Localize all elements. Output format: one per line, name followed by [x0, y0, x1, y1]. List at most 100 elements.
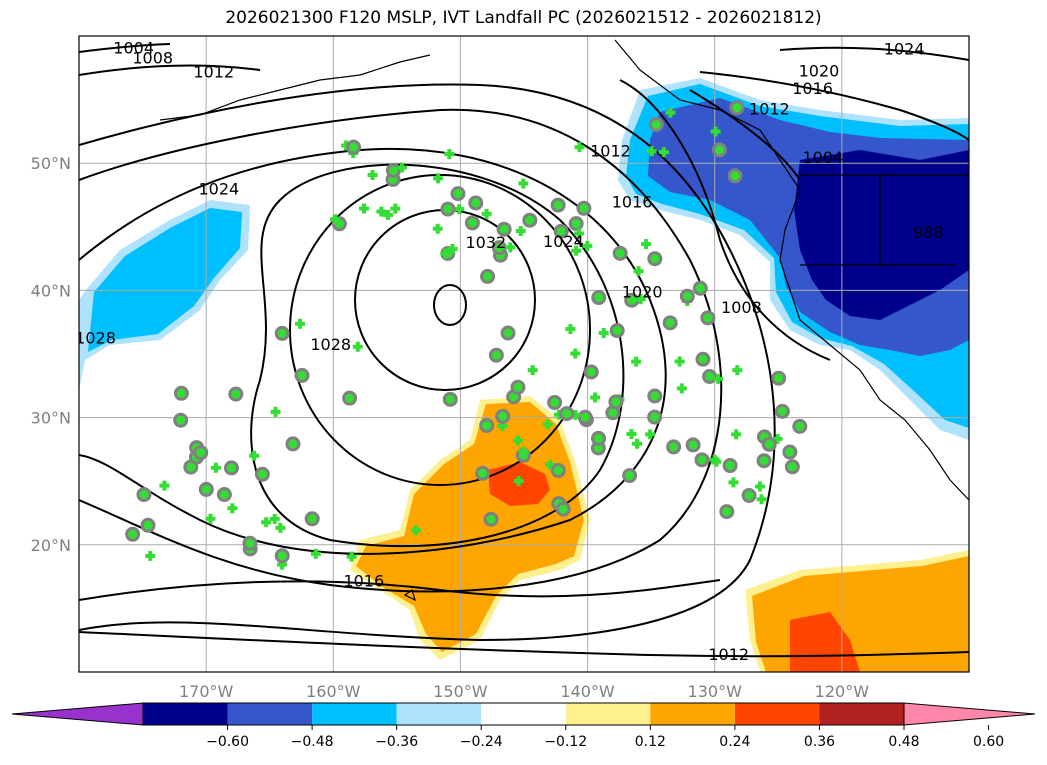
- station-cross-marker: [481, 208, 492, 219]
- station-circle-marker: [702, 369, 718, 385]
- station-circle-marker: [136, 487, 152, 503]
- station-cross-marker: [574, 228, 585, 239]
- station-circle-marker: [559, 406, 575, 422]
- station-cross-marker: [330, 214, 341, 225]
- station-cross-marker: [711, 456, 722, 467]
- colorbar-segment: [650, 703, 735, 725]
- station-markers: [125, 100, 808, 570]
- station-circle-marker: [464, 215, 480, 231]
- station-circle-marker: [555, 501, 571, 517]
- station-cross-marker: [518, 446, 529, 457]
- station-circle-marker: [550, 197, 566, 213]
- longitude-labels: 170°W 160°W 150°W 140°W 130°W 120°W: [179, 682, 869, 701]
- isobar-label: 1012: [590, 141, 631, 160]
- colorbar-tick-label: −0.12: [544, 734, 587, 750]
- station-cross-marker: [633, 266, 644, 277]
- station-cross-marker: [454, 204, 465, 215]
- station-cross-marker: [512, 435, 523, 446]
- station-cross-marker: [310, 548, 321, 559]
- station-cross-marker: [505, 242, 516, 253]
- lat-tick-label: 50°N: [31, 154, 71, 173]
- station-cross-marker: [205, 513, 216, 524]
- station-circle-marker: [480, 268, 496, 284]
- colorbar-segment: [396, 703, 482, 725]
- colorbar-tick-label: 0.12: [635, 734, 666, 750]
- station-cross-marker: [295, 318, 306, 329]
- station-circle-marker: [784, 459, 800, 475]
- station-cross-marker: [358, 203, 369, 214]
- station-circle-marker: [685, 437, 701, 453]
- station-cross-marker: [713, 373, 724, 384]
- colorbar-segment: [312, 703, 397, 725]
- station-circle-marker: [496, 221, 512, 237]
- station-circle-marker: [440, 201, 456, 217]
- station-circle-marker: [304, 511, 320, 527]
- isobar-label: 1024: [543, 232, 584, 251]
- isobar-label: 988: [913, 223, 944, 242]
- ivt-strong-positive-se: [790, 612, 860, 672]
- station-circle-marker: [583, 364, 599, 380]
- station-circle-marker: [700, 310, 716, 326]
- station-circle-marker: [491, 240, 507, 256]
- station-circle-marker: [125, 526, 141, 542]
- station-circle-marker: [647, 409, 663, 425]
- station-cross-marker: [632, 438, 643, 449]
- station-circle-marker: [242, 535, 258, 551]
- isobar-label: 1024: [198, 180, 239, 199]
- lat-tick-label: 20°N: [31, 536, 71, 555]
- station-circle-marker: [576, 200, 592, 216]
- station-circle-marker: [591, 430, 607, 446]
- station-circle-marker: [274, 325, 290, 341]
- colorbar-extend-low: [11, 702, 144, 726]
- station-cross-marker: [440, 248, 451, 259]
- map-title: 2026021300 F120 MSLP, IVT Landfall PC (2…: [225, 8, 822, 28]
- station-cross-marker: [269, 513, 280, 524]
- coastline: [159, 39, 969, 501]
- station-circle-marker: [483, 511, 499, 527]
- isobar-label: 1008: [721, 298, 762, 317]
- station-circle-marker: [679, 288, 695, 304]
- isobar-1020: [79, 148, 667, 555]
- isobar-label: 1012: [708, 645, 749, 664]
- station-cross-marker: [626, 429, 637, 440]
- station-circle-marker: [475, 465, 491, 481]
- isobar-1024-ne: [779, 46, 969, 61]
- isobar-label: 1008: [132, 49, 173, 68]
- ivt-negative-west: [88, 208, 242, 352]
- station-circle-marker: [756, 453, 772, 469]
- station-cross-marker: [444, 149, 455, 160]
- station-cross-marker: [645, 429, 656, 440]
- station-cross-marker: [754, 481, 765, 492]
- station-circle-marker: [468, 195, 484, 211]
- station-cross-marker: [658, 147, 669, 158]
- lat-tick-label: 30°N: [31, 409, 71, 428]
- station-cross-marker: [518, 178, 529, 189]
- graticule: [79, 36, 969, 672]
- isobar-1016-south: [79, 579, 721, 601]
- station-cross-marker: [515, 226, 526, 237]
- station-cross-marker: [674, 356, 685, 367]
- station-circle-marker: [694, 452, 710, 468]
- station-cross-marker: [159, 480, 170, 491]
- station-cross-marker: [571, 245, 582, 256]
- isobar-label: 1024: [884, 40, 925, 59]
- station-circle-marker: [591, 290, 607, 306]
- colorbar-frame: [142, 702, 905, 726]
- station-circle-marker: [792, 418, 808, 434]
- station-circle-marker: [223, 460, 239, 476]
- isobar-label: 1012: [193, 63, 234, 82]
- station-circle-marker: [488, 347, 504, 363]
- station-circle-marker: [662, 315, 678, 331]
- isobar-label: 1028: [75, 328, 116, 347]
- station-cross-marker: [635, 294, 646, 305]
- station-cross-marker: [527, 365, 538, 376]
- isobar-label: 1016: [612, 192, 653, 211]
- station-circle-marker: [692, 280, 708, 296]
- station-cross-marker: [590, 392, 601, 403]
- station-circle-marker: [193, 445, 209, 461]
- station-cross-marker: [665, 107, 676, 118]
- isobar-label: 1004: [113, 38, 154, 57]
- station-circle-marker: [741, 487, 757, 503]
- coast-alaska-islands: [159, 54, 431, 121]
- station-cross-marker: [676, 383, 687, 394]
